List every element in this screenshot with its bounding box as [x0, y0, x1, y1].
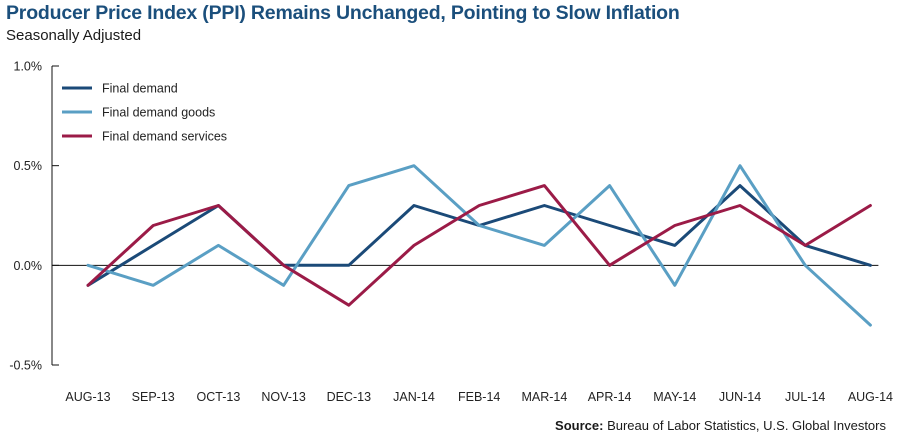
- chart-axes: 1.0% 0.5% 0.0% -0.5% AUG-13 SEP-13 OCT-13 NOV-1…: [9, 60, 893, 405]
- y-tick-label: 0.0%: [14, 259, 43, 273]
- x-tick-label: JUN-14: [719, 390, 761, 404]
- x-tick-label: NOV-13: [261, 390, 306, 404]
- x-tick-label: SEP-13: [132, 390, 175, 404]
- series-line: [86, 184, 872, 307]
- y-tick-label: 0.5%: [14, 159, 43, 173]
- y-tick-label: -0.5%: [9, 359, 42, 373]
- source-label: Source:: [555, 418, 604, 433]
- x-tick-label: FEB-14: [458, 390, 500, 404]
- source-note: Source: Bureau of Labor Statistics, U.S.…: [555, 418, 886, 433]
- series-line: [86, 184, 872, 287]
- chart-title: Producer Price Index (PPI) Remains Uncha…: [6, 2, 680, 24]
- legend-label: Final demand: [102, 82, 178, 96]
- y-tick-label: 1.0%: [14, 60, 43, 74]
- x-tick-label: JUL-14: [785, 390, 825, 404]
- series-line: [86, 164, 872, 327]
- chart-legend: Final demand Final demand goods Final dema…: [62, 82, 227, 144]
- chart-series: [86, 164, 872, 327]
- x-tick-label: MAY-14: [653, 390, 696, 404]
- x-tick-label: APR-14: [588, 390, 632, 404]
- x-tick-label: JAN-14: [393, 390, 435, 404]
- x-tick-label: AUG-14: [848, 390, 893, 404]
- x-tick-label: MAR-14: [521, 390, 567, 404]
- x-tick-label: DEC-13: [327, 390, 372, 404]
- legend-label: Final demand goods: [102, 106, 215, 120]
- chart-subtitle: Seasonally Adjusted: [6, 27, 142, 44]
- x-tick-label: AUG-13: [65, 390, 110, 404]
- legend-label: Final demand services: [102, 130, 227, 144]
- source-text: Bureau of Labor Statistics, U.S. Global …: [607, 418, 886, 433]
- x-tick-label: OCT-13: [197, 390, 241, 404]
